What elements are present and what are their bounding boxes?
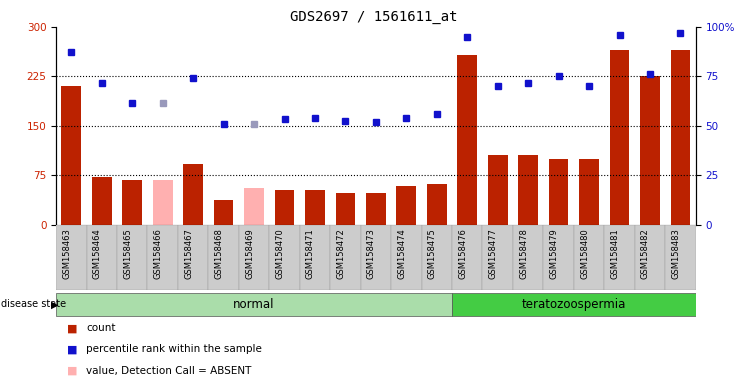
FancyBboxPatch shape: [56, 293, 452, 316]
FancyBboxPatch shape: [513, 225, 543, 290]
FancyBboxPatch shape: [269, 225, 300, 290]
Text: GSM158481: GSM158481: [610, 228, 619, 279]
Text: ▶: ▶: [51, 299, 58, 310]
Bar: [305, 190, 325, 225]
Text: GSM158476: GSM158476: [459, 228, 468, 279]
Text: GSM158471: GSM158471: [306, 228, 315, 279]
Text: GSM158466: GSM158466: [153, 228, 162, 279]
Text: GSM158463: GSM158463: [62, 228, 71, 279]
Bar: [579, 159, 599, 225]
Bar: [457, 55, 477, 225]
Text: count: count: [86, 323, 115, 333]
Text: percentile rank within the sample: percentile rank within the sample: [86, 344, 262, 354]
FancyBboxPatch shape: [604, 225, 635, 290]
FancyBboxPatch shape: [452, 293, 696, 316]
Text: ■: ■: [67, 344, 78, 354]
Text: GSM158478: GSM158478: [519, 228, 528, 279]
FancyBboxPatch shape: [635, 225, 665, 290]
FancyBboxPatch shape: [482, 225, 513, 290]
FancyBboxPatch shape: [56, 225, 87, 290]
FancyBboxPatch shape: [330, 225, 361, 290]
Bar: [488, 156, 508, 225]
FancyBboxPatch shape: [178, 225, 209, 290]
Text: ■: ■: [67, 366, 78, 376]
Text: GSM158468: GSM158468: [215, 228, 224, 279]
Text: value, Detection Call = ABSENT: value, Detection Call = ABSENT: [86, 366, 251, 376]
Bar: [336, 193, 355, 225]
Bar: [153, 180, 173, 225]
FancyBboxPatch shape: [665, 225, 696, 290]
Text: GSM158482: GSM158482: [641, 228, 650, 279]
Text: teratozoospermia: teratozoospermia: [521, 298, 626, 311]
FancyBboxPatch shape: [543, 225, 574, 290]
Bar: [244, 189, 264, 225]
Bar: [92, 177, 111, 225]
Text: GSM158477: GSM158477: [488, 228, 497, 279]
Bar: [670, 50, 690, 225]
Text: GSM158475: GSM158475: [428, 228, 437, 279]
Text: disease state: disease state: [1, 299, 66, 310]
Bar: [214, 200, 233, 225]
FancyBboxPatch shape: [239, 225, 269, 290]
FancyBboxPatch shape: [361, 225, 391, 290]
FancyBboxPatch shape: [117, 225, 147, 290]
Text: GSM158472: GSM158472: [337, 228, 346, 279]
Text: GSM158470: GSM158470: [275, 228, 284, 279]
Text: GSM158483: GSM158483: [672, 228, 681, 279]
Bar: [427, 184, 447, 225]
Bar: [610, 50, 629, 225]
Text: normal: normal: [233, 298, 275, 311]
Text: GSM158479: GSM158479: [550, 228, 559, 279]
Text: ■: ■: [67, 323, 78, 333]
Bar: [640, 76, 660, 225]
Text: GSM158465: GSM158465: [123, 228, 132, 279]
Text: GSM158469: GSM158469: [245, 228, 254, 279]
FancyBboxPatch shape: [452, 225, 482, 290]
FancyBboxPatch shape: [147, 225, 178, 290]
Bar: [366, 193, 386, 225]
FancyBboxPatch shape: [422, 225, 452, 290]
FancyBboxPatch shape: [209, 225, 239, 290]
Bar: [396, 186, 416, 225]
FancyBboxPatch shape: [87, 225, 117, 290]
Text: GDS2697 / 1561611_at: GDS2697 / 1561611_at: [290, 10, 458, 23]
Text: GSM158467: GSM158467: [184, 228, 193, 279]
FancyBboxPatch shape: [574, 225, 604, 290]
Text: GSM158464: GSM158464: [93, 228, 102, 279]
Bar: [183, 164, 203, 225]
Bar: [61, 86, 82, 225]
Bar: [123, 180, 142, 225]
FancyBboxPatch shape: [300, 225, 330, 290]
FancyBboxPatch shape: [391, 225, 422, 290]
Text: GSM158480: GSM158480: [580, 228, 589, 279]
Text: GSM158474: GSM158474: [397, 228, 406, 279]
Bar: [549, 159, 568, 225]
Text: GSM158473: GSM158473: [367, 228, 375, 279]
Bar: [275, 190, 295, 225]
Bar: [518, 156, 538, 225]
